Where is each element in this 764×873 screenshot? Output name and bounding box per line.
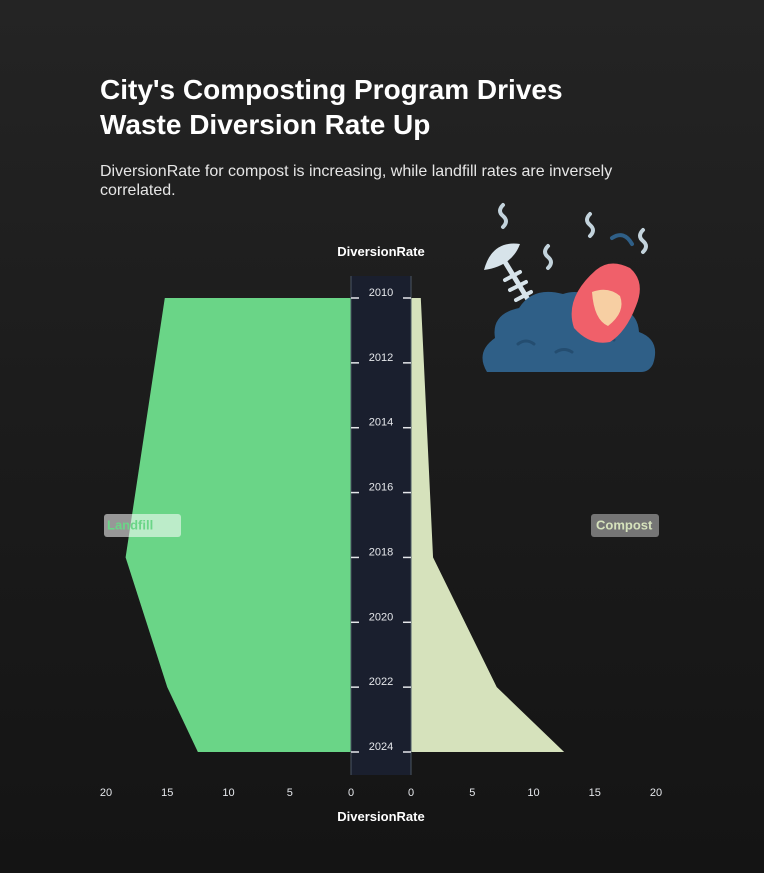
year-tick-label: 2016: [369, 482, 393, 494]
compost-label: Compost: [596, 517, 653, 532]
x-tick-label-right: 10: [527, 787, 539, 799]
x-tick-label-left: 10: [222, 787, 234, 799]
x-tick-label-left: 0: [348, 787, 354, 799]
compost-area: [411, 298, 565, 752]
landfill-area: [125, 298, 351, 752]
chart-title: City's Composting Program Drives Waste D…: [100, 74, 563, 140]
x-tick-label-left: 20: [100, 787, 112, 799]
year-tick-label: 2022: [369, 676, 393, 688]
x-tick-label-right: 5: [469, 787, 475, 799]
compost-legend: Compost: [591, 514, 659, 537]
chart-subtitle: DiversionRate for compost is increasing,…: [100, 163, 613, 199]
x-tick-label-left: 5: [287, 787, 293, 799]
x-tick-label-right: 0: [408, 787, 414, 799]
bottom-axis-title: DiversionRate: [337, 809, 424, 824]
year-axis-band: [351, 276, 411, 775]
x-tick-label-right: 20: [650, 787, 662, 799]
year-tick-label: 2010: [369, 287, 393, 299]
landfill-label: Landfill: [107, 517, 153, 532]
year-tick-label: 2012: [369, 352, 393, 364]
x-tick-label-right: 15: [589, 787, 601, 799]
rotting-waste-icon: [482, 203, 656, 372]
year-tick-label: 2024: [369, 741, 393, 753]
year-tick-label: 2020: [369, 611, 393, 623]
x-tick-label-left: 15: [161, 787, 173, 799]
year-tick-label: 2018: [369, 546, 393, 558]
landfill-legend: Landfill: [104, 514, 181, 537]
top-axis-title: DiversionRate: [337, 244, 424, 259]
year-tick-label: 2014: [369, 417, 393, 429]
